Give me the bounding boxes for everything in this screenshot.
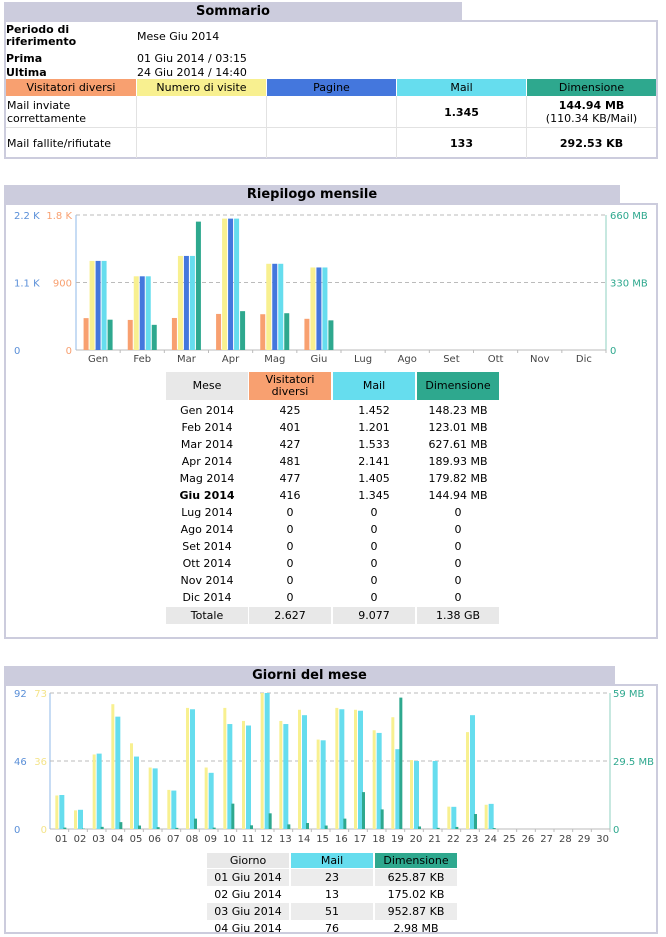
row-sent-label: Mail inviate correttamente xyxy=(7,99,86,125)
monthly-table-cell: 0 xyxy=(417,521,499,538)
daily-table-header: Mail xyxy=(291,853,373,868)
row-sent-size: 144.94 MB xyxy=(527,99,656,112)
monthly-table-cell: 0 xyxy=(249,589,331,606)
daily-table-cell: 01 Giu 2014 xyxy=(207,869,289,886)
monthly-table-cell: 0 xyxy=(417,555,499,572)
period-value: Mese Giu 2014 xyxy=(137,30,337,43)
daily-table-cell: 03 Giu 2014 xyxy=(207,903,289,920)
monthly-table-cell: Feb 2014 xyxy=(166,419,248,436)
daily-table-cell: 51 xyxy=(291,903,373,920)
summary-title: Sommario xyxy=(4,2,462,22)
monthly-table-cell: Giu 2014 xyxy=(166,487,248,504)
monthly-table-total: Totale xyxy=(166,607,248,624)
monthly-table-cell: 627.61 MB xyxy=(417,436,499,453)
monthly-table-cell: 0 xyxy=(249,555,331,572)
daily-table-cell: 76 xyxy=(291,920,373,937)
monthly-table-cell: Lug 2014 xyxy=(166,504,248,521)
monthly-table-cell: 416 xyxy=(249,487,331,504)
header-mail: Mail xyxy=(397,79,526,96)
monthly-table-cell: 0 xyxy=(333,589,415,606)
monthly-table-cell: 189.93 MB xyxy=(417,453,499,470)
monthly-table-total: 1.38 GB xyxy=(417,607,499,624)
monthly-table-cell: 0 xyxy=(417,589,499,606)
monthly-table-cell: 179.82 MB xyxy=(417,470,499,487)
monthly-table-cell: 401 xyxy=(249,419,331,436)
monthly-table-cell: Set 2014 xyxy=(166,538,248,555)
first-value: 01 Giu 2014 / 03:15 xyxy=(137,52,337,65)
monthly-table-cell: 148.23 MB xyxy=(417,402,499,419)
monthly-table-cell: Ott 2014 xyxy=(166,555,248,572)
monthly-table-cell: 427 xyxy=(249,436,331,453)
daily-table-cell: 952.87 KB xyxy=(375,903,457,920)
row-failed-label: Mail fallite/rifiutate xyxy=(7,137,111,150)
monthly-table-cell: 0 xyxy=(333,504,415,521)
monthly-table-header: Mese xyxy=(166,372,248,400)
daily-table-cell: 175.02 KB xyxy=(375,886,457,903)
monthly-table-cell: Gen 2014 xyxy=(166,402,248,419)
monthly-table-cell: 425 xyxy=(249,402,331,419)
monthly-table-cell: 2.141 xyxy=(333,453,415,470)
daily-table-cell: 13 xyxy=(291,886,373,903)
row-sent-mail: 1.345 xyxy=(397,106,526,119)
monthly-table-cell: 477 xyxy=(249,470,331,487)
summary-frame: Periodo di riferimento Mese Giu 2014 Pri… xyxy=(4,20,658,159)
monthly-table-cell: Dic 2014 xyxy=(166,589,248,606)
period-label-2: riferimento xyxy=(6,36,136,48)
monthly-table-cell: 0 xyxy=(417,504,499,521)
row-sent-size-sub: (110.34 KB/Mail) xyxy=(527,112,656,125)
daily-table-cell: 04 Giu 2014 xyxy=(207,920,289,937)
header-size: Dimensione xyxy=(527,79,656,96)
row-failed-mail: 133 xyxy=(397,137,526,150)
header-pages: Pagine xyxy=(267,79,396,96)
monthly-table-cell: 1.405 xyxy=(333,470,415,487)
monthly-table-header: Visitatori diversi xyxy=(249,372,331,400)
daily-table-header: Giorno xyxy=(207,853,289,868)
monthly-table-cell: 1.452 xyxy=(333,402,415,419)
monthly-table-header: Mail xyxy=(333,372,415,400)
last-value: 24 Giu 2014 / 14:40 xyxy=(137,66,337,79)
monthly-table-cell: 0 xyxy=(249,538,331,555)
daily-table-cell: 23 xyxy=(291,869,373,886)
daily-table-header: Dimensione xyxy=(375,853,457,868)
monthly-table-cell: 0 xyxy=(333,521,415,538)
daily-table-cell: 02 Giu 2014 xyxy=(207,886,289,903)
monthly-table-cell: 0 xyxy=(249,504,331,521)
monthly-table-cell: 0 xyxy=(333,555,415,572)
monthly-table-cell: Nov 2014 xyxy=(166,572,248,589)
monthly-table-cell: 1.345 xyxy=(333,487,415,504)
header-visits: Numero di visite xyxy=(137,79,266,96)
monthly-table-cell: 1.533 xyxy=(333,436,415,453)
monthly-table-cell: 0 xyxy=(417,538,499,555)
monthly-table-total: 9.077 xyxy=(333,607,415,624)
monthly-table-header: Dimensione xyxy=(417,372,499,400)
monthly-table-cell: 481 xyxy=(249,453,331,470)
monthly-table-total: 2.627 xyxy=(249,607,331,624)
row-failed-size: 292.53 KB xyxy=(527,137,656,150)
monthly-table-cell: Ago 2014 xyxy=(166,521,248,538)
monthly-table-cell: 0 xyxy=(333,538,415,555)
last-label: Ultima xyxy=(6,66,47,79)
monthly-table-cell: 0 xyxy=(249,572,331,589)
daily-table-cell: 2.98 MB xyxy=(375,920,457,937)
monthly-table-cell: Mag 2014 xyxy=(166,470,248,487)
daily-table-cell: 625.87 KB xyxy=(375,869,457,886)
monthly-table-cell: 123.01 MB xyxy=(417,419,499,436)
monthly-table-cell: 0 xyxy=(417,572,499,589)
monthly-title: Riepilogo mensile xyxy=(4,185,620,205)
first-label: Prima xyxy=(6,52,42,65)
monthly-table-cell: 0 xyxy=(333,572,415,589)
monthly-table-cell: Mar 2014 xyxy=(166,436,248,453)
monthly-table-cell: Apr 2014 xyxy=(166,453,248,470)
header-visitors: Visitatori diversi xyxy=(6,79,136,96)
monthly-table-cell: 1.201 xyxy=(333,419,415,436)
monthly-table-cell: 0 xyxy=(249,521,331,538)
daily-title: Giorni del mese xyxy=(4,666,615,686)
monthly-table-cell: 144.94 MB xyxy=(417,487,499,504)
